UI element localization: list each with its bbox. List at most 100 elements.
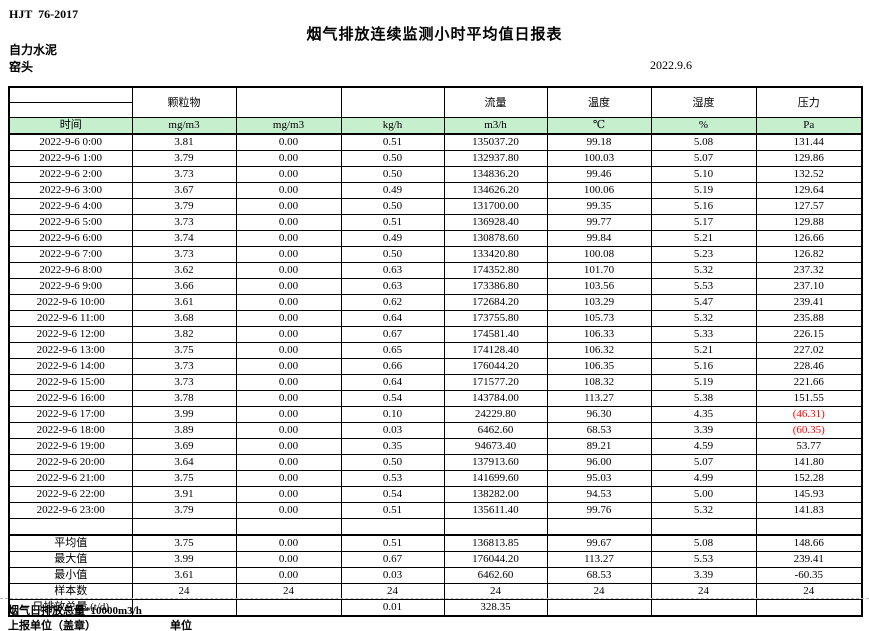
time-header: 时间 (8, 117, 133, 135)
unit-mg-m3-1: mg/m3 (131, 117, 237, 135)
value-cell: 5.21 (650, 342, 757, 359)
value-cell: 68.53 (546, 567, 652, 584)
table-row: 2022-9-6 5:00 3.73 0.00 0.51 136928.40 99.77 5… (8, 214, 863, 231)
value-cell: 0.64 (340, 374, 445, 391)
value-cell: 0.00 (235, 470, 342, 487)
summary-row: 最小值 3.61 0.00 0.03 6462.60 68.53 3.39 -60.35 (8, 567, 863, 584)
value-cell: 143784.00 (443, 390, 548, 407)
row-label-cell: 最大值 (8, 551, 133, 568)
report-date: 2022.9.6 (650, 58, 692, 72)
value-cell: 145.93 (755, 486, 863, 503)
value-cell: 0.50 (340, 166, 445, 183)
value-cell: 0.64 (340, 310, 445, 327)
value-cell: 138282.00 (443, 486, 548, 503)
row-label-cell: 2022-9-6 18:00 (8, 422, 133, 439)
value-cell: 0.00 (235, 390, 342, 407)
value-cell: 0.53 (340, 470, 445, 487)
value-cell: 0.51 (340, 502, 445, 519)
value-cell: 5.16 (650, 198, 757, 215)
value-cell: 0.00 (235, 198, 342, 215)
value-cell (340, 518, 445, 536)
value-cell: 106.35 (546, 358, 652, 375)
value-cell: 0.00 (235, 502, 342, 519)
row-label-cell: 2022-9-6 22:00 (8, 486, 133, 503)
value-cell: 3.75 (131, 342, 237, 359)
value-cell: 3.66 (131, 278, 237, 295)
value-cell: 6462.60 (443, 422, 548, 439)
corner-cell-top (8, 86, 133, 103)
value-cell: 151.55 (755, 390, 863, 407)
value-cell: 5.32 (650, 310, 757, 327)
header-rows: 颗粒物 流量 温度 湿度 压力 时间 mg/m3 mg/m3 kg/h m3/h… (8, 86, 863, 135)
value-cell: 5.32 (650, 262, 757, 279)
group-header-row: 颗粒物 流量 温度 湿度 压力 (8, 86, 863, 118)
value-cell: 328.35 (443, 599, 548, 617)
col-header-particulate: 颗粒物 (131, 86, 237, 118)
value-cell: 5.21 (650, 230, 757, 247)
row-label-cell: 2022-9-6 2:00 (8, 166, 133, 183)
table-row: 2022-9-6 14:00 3.73 0.00 0.66 176044.20 106.3… (8, 358, 863, 375)
value-cell: 113.27 (546, 551, 652, 568)
table-row: 2022-9-6 11:00 3.68 0.00 0.64 173755.80 105.7… (8, 310, 863, 327)
table-row: 2022-9-6 0:00 3.81 0.00 0.51 135037.20 99.18 5… (8, 133, 863, 151)
table-row: 2022-9-6 6:00 3.74 0.00 0.49 130878.60 99.84 5… (8, 230, 863, 247)
value-cell: 100.03 (546, 150, 652, 167)
value-cell: 3.39 (650, 422, 757, 439)
row-label-cell: 平均值 (8, 534, 133, 552)
table-row: 2022-9-6 23:00 3.79 0.00 0.51 135611.40 99.76… (8, 502, 863, 519)
value-cell: 99.35 (546, 198, 652, 215)
value-cell: 0.35 (340, 438, 445, 455)
value-cell: 0.00 (235, 374, 342, 391)
value-cell: 3.73 (131, 246, 237, 263)
value-cell (546, 599, 652, 617)
value-cell: 134836.20 (443, 166, 548, 183)
value-cell: 0.00 (235, 567, 342, 584)
value-cell: 172684.20 (443, 294, 548, 311)
row-label-cell: 样本数 (8, 583, 133, 600)
table-row: 2022-9-6 20:00 3.64 0.00 0.50 137913.60 96.00… (8, 454, 863, 471)
value-cell: 3.79 (131, 198, 237, 215)
unit-kg-h: kg/h (340, 117, 445, 135)
summary-row: 最大值 3.99 0.00 0.67 176044.20 113.27 5.53 239.41 (8, 551, 863, 568)
value-cell: 0.00 (235, 246, 342, 263)
table-row: 2022-9-6 18:00 3.89 0.00 0.03 6462.60 68.53 3.… (8, 422, 863, 439)
col-header-temperature: 温度 (546, 86, 652, 118)
row-label-cell: 2022-9-6 11:00 (8, 310, 133, 327)
value-cell: 94673.40 (443, 438, 548, 455)
unit-pa: Pa (755, 117, 863, 135)
value-cell: 3.78 (131, 390, 237, 407)
row-label-cell (8, 518, 133, 536)
value-cell: 108.32 (546, 374, 652, 391)
table-row: 2022-9-6 3:00 3.67 0.00 0.49 134626.20 100.06… (8, 182, 863, 199)
value-cell: 103.56 (546, 278, 652, 295)
value-cell: 0.00 (235, 278, 342, 295)
value-cell: 0.00 (235, 551, 342, 568)
table-row: 2022-9-6 2:00 3.73 0.00 0.50 134836.20 99.46 5… (8, 166, 863, 183)
value-cell: 96.30 (546, 406, 652, 423)
value-cell (650, 518, 757, 536)
unit-label: 单位 (170, 620, 192, 631)
value-cell: 0.00 (235, 133, 342, 151)
value-cell: 99.67 (546, 534, 652, 552)
value-cell: 5.53 (650, 551, 757, 568)
value-cell: 136928.40 (443, 214, 548, 231)
unit-percent: % (650, 117, 757, 135)
value-cell: 0.01 (340, 599, 445, 617)
value-cell: 5.23 (650, 246, 757, 263)
value-cell (235, 599, 342, 617)
page-break-line (0, 598, 869, 599)
value-cell: 129.64 (755, 182, 863, 199)
value-cell: 173755.80 (443, 310, 548, 327)
value-cell: 0.65 (340, 342, 445, 359)
value-cell: 3.62 (131, 262, 237, 279)
value-cell: 3.91 (131, 486, 237, 503)
value-cell: 0.51 (340, 214, 445, 231)
value-cell: 134626.20 (443, 182, 548, 199)
value-cell: (60.35) (755, 422, 863, 439)
value-cell (131, 599, 237, 617)
value-cell: 135611.40 (443, 502, 548, 519)
row-label-cell: 2022-9-6 5:00 (8, 214, 133, 231)
row-label-cell: 2022-9-6 20:00 (8, 454, 133, 471)
value-cell: 5.16 (650, 358, 757, 375)
